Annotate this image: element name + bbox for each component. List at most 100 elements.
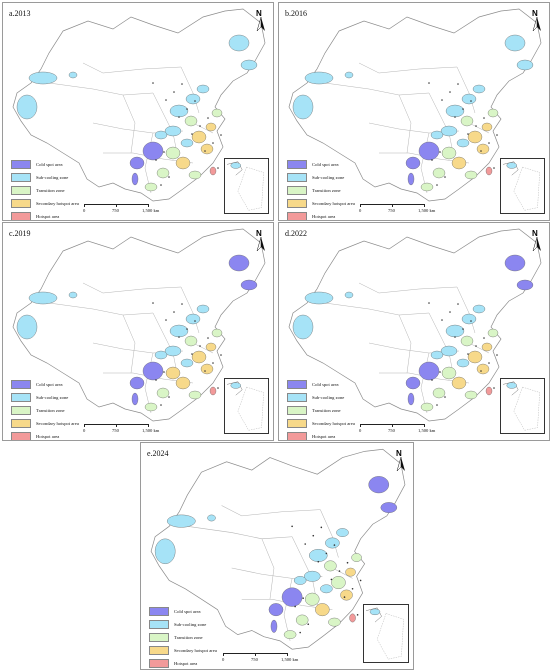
city-cluster-sub-cooling [196,304,210,314]
legend-item: Sub-cooling zone [149,619,217,629]
legend-item: Transition zone [287,185,355,195]
city-marker [168,396,170,398]
scale-bar: 0 750 1,500 km [359,204,435,214]
city-marker [155,159,157,161]
city-marker [351,587,354,590]
city-cluster-transition [184,335,198,347]
city-cluster-sub-cooling [304,291,334,305]
map-panel-2016: b.2016 Cold spot area Sub-cooling zone Tra… [278,2,550,221]
legend-label: Transition zone [174,634,203,640]
city-cluster-secondary-hotspot [205,342,217,352]
city-cluster-sub-cooling [169,104,189,118]
province-boundary [358,282,458,294]
city-marker [163,151,165,153]
legend-item: Sub-cooling zone [287,172,355,182]
city-cluster-sub-cooling [440,345,458,357]
city-cluster-secondary-hotspot [191,130,207,144]
city-marker [488,142,490,144]
north-label: N [532,229,538,238]
panel-title: d.2022 [285,229,307,238]
city-marker [212,362,214,364]
city-cluster-secondary-hotspot [175,376,191,390]
scale-label: 1,500 km [142,208,160,213]
city-marker [428,82,430,84]
city-marker [496,134,498,136]
city-marker [449,91,451,93]
city-cluster-transition [184,115,198,127]
city-cluster-transition [328,617,341,627]
legend-label: Cold spot area [174,608,201,614]
province-boundary [122,314,136,374]
province-boundary [324,82,430,96]
legend-label: Hotspot area [36,433,60,439]
city-cluster-transition [420,182,434,192]
scale-label: 0 [83,428,86,433]
city-marker [454,116,456,118]
city-marker [163,371,165,373]
province-boundary [398,94,412,154]
city-marker [194,320,196,322]
city-marker [181,303,183,305]
country-boundary [150,448,406,650]
city-cluster-secondary-hotspot [345,567,356,577]
north-arrow-icon: N [529,9,545,33]
city-cluster-transition [165,146,181,160]
city-cluster-transition [305,592,320,606]
legend-item: Transition zone [287,405,355,415]
city-cluster-sub-cooling [445,104,465,118]
city-marker [291,525,293,528]
city-cluster-cold-spot [405,376,421,390]
city-cluster-sub-cooling [472,84,486,94]
city-marker [199,125,201,127]
city-cluster-sub-cooling [240,59,258,71]
legend-swatch [11,405,31,415]
city-cluster-secondary-hotspot [165,366,181,380]
city-cluster-sub-cooling [344,71,354,79]
city-cluster-sub-cooling [180,358,194,368]
legend-label: Secondary hotspot area [36,200,79,206]
legend-item: Transition zone [11,185,79,195]
province-boundary [456,286,476,334]
panel-title: a.2013 [9,9,31,18]
city-cluster-secondary-hotspot [191,350,207,364]
province-boundary [48,302,154,316]
city-cluster-cold-spot [131,392,139,406]
legend-item: Transition zone [11,405,79,415]
scale-label: 0 [359,208,362,213]
city-cluster-sub-cooling [154,350,168,360]
city-cluster-sub-cooling [16,314,38,340]
city-marker [439,151,441,153]
city-cluster-cold-spot [228,254,250,272]
city-cluster-sub-cooling [164,125,182,137]
legend-label: Sub-cooling zone [36,394,69,400]
city-marker [181,83,183,85]
province-boundary [324,302,430,316]
city-cluster-sub-cooling [196,84,210,94]
legend-swatch [11,392,31,402]
south-china-sea-inset [224,158,269,214]
city-cluster-cold-spot [270,619,278,633]
legend-swatch [287,431,307,440]
legend-label: Secondary hotspot area [312,200,355,206]
city-marker [160,404,162,406]
legend-swatch [287,418,307,428]
city-cluster-transition [188,170,202,180]
legend-item: Cold spot area [149,606,217,616]
legend-item: Transition zone [149,632,217,642]
city-marker [493,167,495,169]
legend: Cold spot area Sub-cooling zone Transition… [149,606,217,669]
city-cluster-sub-cooling [504,34,526,52]
legend-swatch [11,185,31,195]
city-marker [359,579,362,582]
province-boundary [468,342,490,354]
city-cluster-transition [487,108,499,118]
country-boundary [288,228,542,422]
city-marker [173,91,175,93]
city-cluster-transition [432,387,446,399]
legend-label: Cold spot area [312,161,339,167]
city-cluster-transition [144,402,158,412]
legend-item: Cold spot area [11,159,79,169]
city-cluster-hotspot [209,386,217,396]
south-china-sea-inset [500,158,545,214]
city-marker [444,176,446,178]
